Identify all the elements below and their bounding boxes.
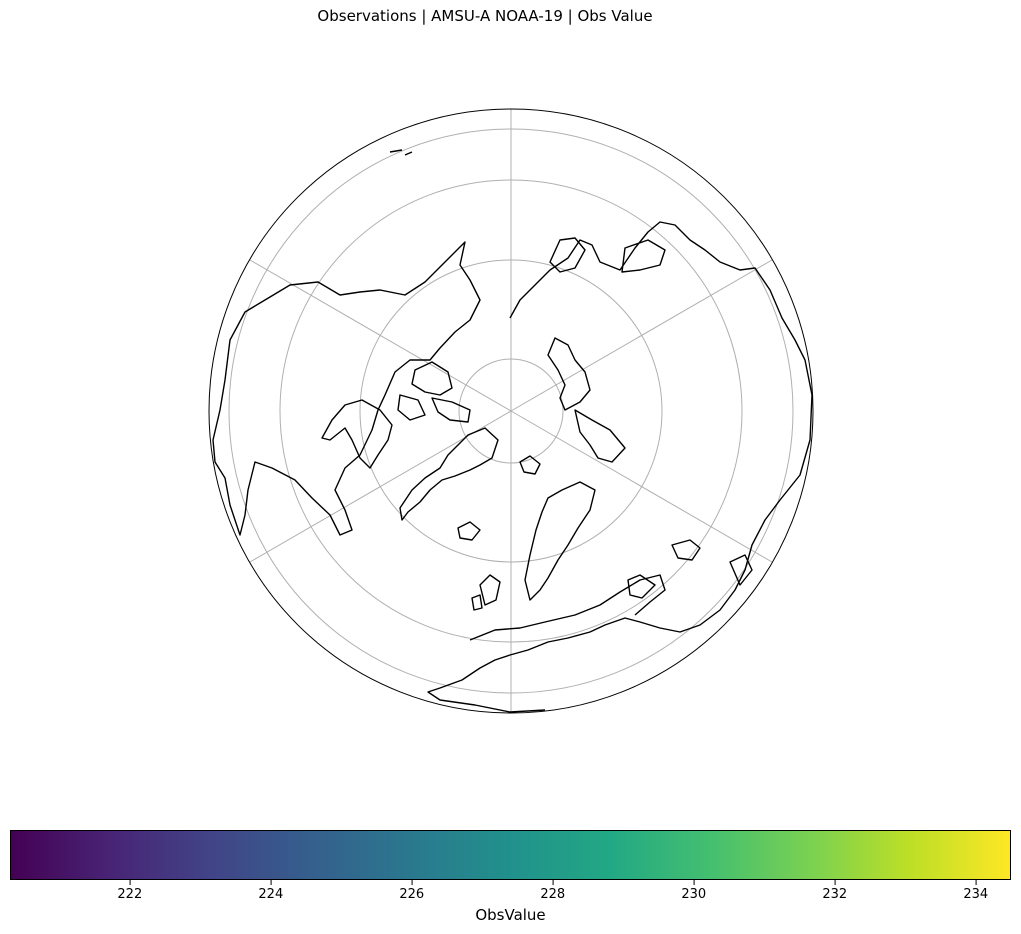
tick-mark xyxy=(975,880,977,885)
colorbar-tick: 232 xyxy=(822,880,847,902)
tick-label: 226 xyxy=(399,887,425,902)
colorbar-tick: 226 xyxy=(399,880,424,902)
colorbar-tick: 228 xyxy=(540,880,565,902)
colorbar xyxy=(10,830,1011,880)
tick-mark xyxy=(411,880,413,885)
map-boundary xyxy=(208,108,814,714)
colorbar-tick: 230 xyxy=(681,880,706,902)
colorbar-label: ObsValue xyxy=(475,906,546,924)
colorbar-ticks: 222 224 226 228 230 232 234 xyxy=(10,880,1011,910)
map-title: Observations | AMSU-A NOAA-19 | Obs Valu… xyxy=(317,7,653,25)
polar-map xyxy=(208,108,814,714)
tick-mark xyxy=(693,880,695,885)
tick-mark xyxy=(552,880,554,885)
colorbar-tick: 234 xyxy=(963,880,988,902)
tick-mark xyxy=(129,880,131,885)
tick-label: 222 xyxy=(117,887,143,902)
tick-label: 228 xyxy=(540,887,566,902)
tick-label: 234 xyxy=(963,887,989,902)
coastlines xyxy=(212,149,813,713)
tick-mark xyxy=(270,880,272,885)
tick-mark xyxy=(834,880,836,885)
tick-label: 224 xyxy=(258,887,284,902)
gridlines xyxy=(228,109,794,713)
tick-label: 232 xyxy=(822,887,848,902)
tick-label: 230 xyxy=(681,887,707,902)
colorbar-tick: 224 xyxy=(258,880,283,902)
colorbar-tick: 222 xyxy=(117,880,142,902)
